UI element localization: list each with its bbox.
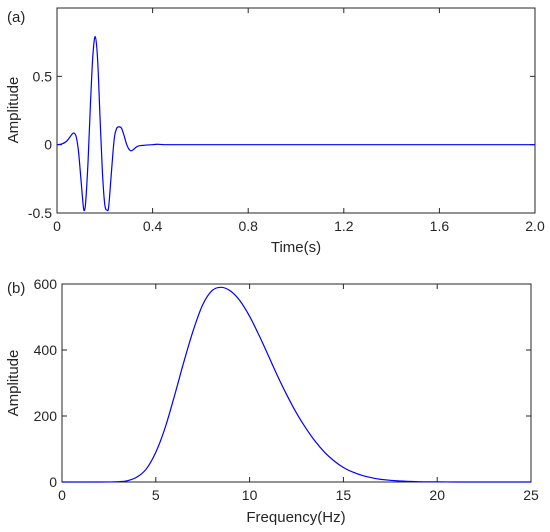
panel-b-y-axis-label: Amplitude (5, 350, 22, 417)
panel-b-x-tick-label: 5 (152, 487, 160, 503)
panel-b-label: (b) (7, 280, 25, 297)
panel-b-x-tick-label: 25 (523, 487, 539, 503)
panel-a-x-tick-label: 0.8 (238, 218, 258, 234)
panel-a-x-tick-label: 0 (53, 218, 61, 234)
panel-a-label: (a) (7, 9, 25, 26)
panel-a-x-tick-label: 1.2 (334, 218, 354, 234)
panel-b-y-tick-label: 400 (34, 342, 58, 358)
panel-b-x-tick-label: 10 (242, 487, 258, 503)
panel-b-y-tick-label: 200 (34, 408, 58, 424)
panel-b-y-tick-label: 0 (49, 474, 57, 490)
panel-b-axes-box (61, 283, 532, 483)
panel-a-x-tick-label: 0.4 (143, 218, 163, 234)
panel-a-y-ticks: -0.5 0 0.5 (28, 68, 535, 221)
panel-a-axes-box (56, 7, 536, 214)
panel-a-x-ticks: 0 0.4 0.8 1.2 1.6 2.0 (53, 8, 545, 234)
panel-b-x-axis-label: Frequency(Hz) (246, 509, 345, 526)
panel-b-y-tick-label: 600 (34, 276, 58, 292)
panel-a-series-line (56, 36, 535, 212)
panel-a-y-tick-label: -0.5 (28, 205, 52, 221)
panel-a-y-tick-label: 0 (44, 137, 52, 153)
panel-a-y-tick-label: 0.5 (33, 68, 53, 84)
panel-a-y-axis-label: Amplitude (5, 77, 22, 144)
panel-b-series-line (61, 286, 531, 483)
panel-b-y-ticks: 0 200 400 600 (34, 276, 531, 490)
panel-a-x-axis-label: Time(s) (271, 239, 321, 256)
panel-b-x-tick-label: 20 (429, 487, 445, 503)
panel-b-x-ticks: 0 5 10 15 20 25 (58, 284, 539, 503)
panel-b-x-tick-label: 0 (58, 487, 66, 503)
panel-a-x-tick-label: 2.0 (525, 218, 545, 234)
panel-a-x-tick-label: 1.6 (430, 218, 450, 234)
panel-a: (a) 0 0.4 0.8 1.2 1.6 2.0 -0.500.5 Time(s) Am… (5, 7, 545, 256)
panel-b-x-tick-label: 15 (336, 487, 352, 503)
